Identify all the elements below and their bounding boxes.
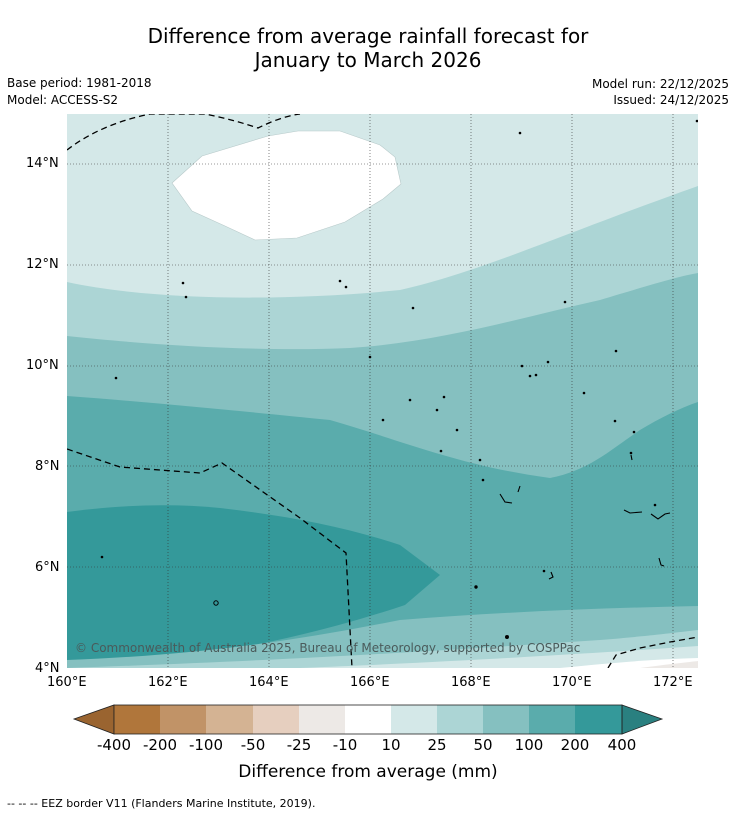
islands [100,119,698,639]
colorbar-label: -25 [286,736,312,754]
colorbar-bin-9 [483,705,529,734]
colorbar-label: -200 [142,736,178,754]
contour-neutral-area [171,130,402,241]
lon-tick: 164°E [249,675,289,690]
colorbar-label: -50 [240,736,266,754]
model-name: Model: ACCESS-S2 [7,93,119,107]
lat-tick: 8°N [35,459,60,474]
colorbar-extend-high [621,704,664,735]
colorbar-bin-11 [575,705,622,734]
colorbar-label: -10 [332,736,358,754]
colorbar-bin-5 [299,705,345,734]
graticule [67,114,698,668]
eez-legend-note: -- -- -- EEZ border V11 (Flanders Marine… [7,797,316,810]
eez-borders [67,114,698,668]
colorbar-bin-3 [206,705,253,734]
colorbar-title: Difference from average (mm) [238,762,498,782]
issued-date: Issued: 24/12/2025 [613,93,729,107]
lon-tick: 162°E [148,675,188,690]
colorbar-label: 50 [473,736,493,754]
colorbar-label: -400 [96,736,132,754]
copyright-notice: © Commonwealth of Australia 2025, Bureau… [75,641,581,655]
colorbar [72,704,664,735]
colorbar-bin-10 [529,705,575,734]
colorbar-bin-1 [114,705,160,734]
colorbar-bin-4 [253,705,299,734]
lon-tick: 168°E [451,675,491,690]
lat-tick: 6°N [35,560,60,575]
colorbar-label: 10 [381,736,401,754]
colorbar-label: 200 [560,736,590,754]
model-run: Model run: 22/12/2025 [591,77,729,91]
colorbar-label: 25 [427,736,447,754]
contour-band-south-5 [640,661,698,668]
contour-band-south-3 [300,646,698,668]
colorbar-bin-2 [160,705,206,734]
colorbar-label: -100 [188,736,224,754]
lon-tick: 172°E [653,675,693,690]
colorbar-bin-7 [391,705,437,734]
colorbar-bin-8 [437,705,483,734]
title-line-1: Difference from average rainfall forecas… [147,24,589,48]
title-line-2: January to March 2026 [254,48,482,72]
contour-200-400 [67,505,440,668]
lon-tick: 160°E [47,675,87,690]
colorbar-label: 100 [514,736,544,754]
colorbar-label: 400 [607,736,637,754]
atolls [499,454,671,580]
lat-tick: 12°N [26,257,59,272]
lat-tick: 14°N [26,156,59,171]
map-contours [67,114,698,668]
colorbar-bin-6 [345,705,391,734]
colorbar-extend-low [72,704,115,735]
base-period: Base period: 1981-2018 [7,76,152,90]
lat-tick: 10°N [26,358,59,373]
lon-tick: 166°E [350,675,390,690]
lat-tick: 4°N [35,661,60,676]
lon-tick: 170°E [552,675,592,690]
